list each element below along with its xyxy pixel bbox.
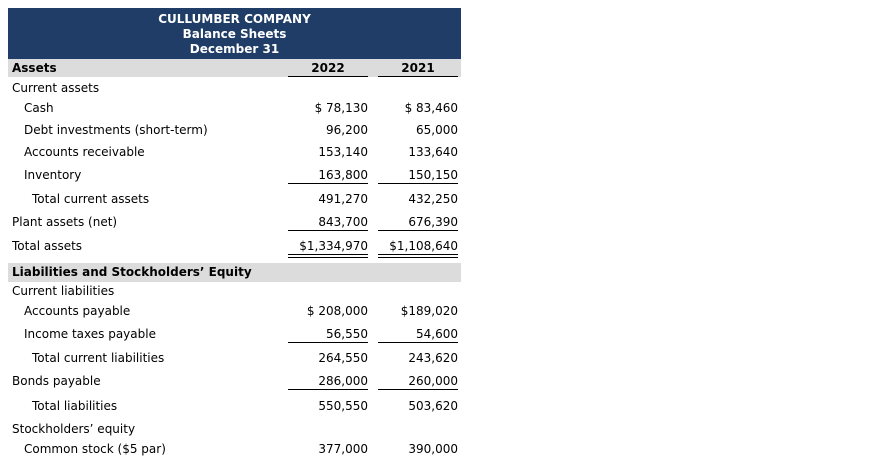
value-2022: 163,800 [318, 168, 368, 182]
row-label: Total liabilities [32, 399, 118, 413]
total-double-rule [288, 254, 368, 258]
value-2022: $ 208,000 [306, 304, 368, 318]
current-assets-heading: Current assets [12, 81, 100, 95]
liabilities-heading-row: Liabilities and Stockholders’ Equity [8, 263, 461, 282]
statement-date: December 31 [189, 42, 280, 56]
table-row: Accounts receivable 153,140 133,640 [8, 143, 461, 161]
assets-heading: Assets [12, 61, 57, 75]
row-label: Total current liabilities [32, 351, 165, 365]
column-year-2021: 2021 [401, 61, 435, 75]
value-2021: 390,000 [408, 442, 458, 456]
column-year-2022: 2022 [311, 61, 345, 75]
liabilities-heading: Liabilities and Stockholders’ Equity [12, 265, 252, 279]
value-2022: $1,334,970 [299, 239, 368, 253]
table-row: Debt investments (short-term) 96,200 65,… [8, 121, 461, 139]
value-2021: $ 83,460 [404, 101, 458, 115]
company-name: CULLUMBER COMPANY [158, 12, 311, 26]
value-2021: 243,620 [408, 351, 458, 365]
value-2022: 491,270 [318, 192, 368, 206]
value-2021: 260,000 [408, 374, 458, 388]
subtotal-rule [378, 183, 458, 184]
current-assets-heading-row: Current assets [8, 79, 461, 97]
value-2021: $189,020 [400, 304, 458, 318]
equity-heading-row: Stockholders’ equity [8, 420, 461, 438]
row-label: Accounts payable [24, 304, 131, 318]
row-label: Accounts receivable [24, 145, 145, 159]
value-2022: 56,550 [326, 327, 368, 341]
row-label: Debt investments (short-term) [24, 123, 208, 137]
value-2022: 550,550 [318, 399, 368, 413]
table-row: Total current liabilities 264,550 243,62… [8, 349, 461, 367]
subtotal-rule [378, 389, 458, 390]
equity-heading: Stockholders’ equity [12, 422, 136, 436]
subtotal-rule [288, 183, 368, 184]
table-header: CULLUMBER COMPANY Balance Sheets Decembe… [8, 8, 461, 59]
value-2021: 133,640 [408, 145, 458, 159]
subtotal-rule [288, 342, 368, 343]
value-2022: 843,700 [318, 215, 368, 229]
row-label: Common stock ($5 par) [24, 442, 166, 456]
assets-heading-row: Assets 2022 2021 [8, 59, 461, 77]
row-label: Total current assets [32, 192, 150, 206]
value-2021: 150,150 [408, 168, 458, 182]
table-row: Total current assets 491,270 432,250 [8, 190, 461, 208]
row-label: Total assets [12, 239, 83, 253]
value-2022: 286,000 [318, 374, 368, 388]
row-label: Income taxes payable [24, 327, 156, 341]
subtotal-rule [288, 389, 368, 390]
table-row: Plant assets (net) 843,700 676,390 [8, 213, 461, 231]
current-liabilities-heading: Current liabilities [12, 284, 115, 298]
table-row: Inventory 163,800 150,150 [8, 166, 461, 184]
statement-title: Balance Sheets [182, 27, 287, 41]
value-2022: 377,000 [318, 442, 368, 456]
value-2021: $1,108,640 [389, 239, 458, 253]
value-2022: 96,200 [326, 123, 368, 137]
table-row: Income taxes payable 56,550 54,600 [8, 325, 461, 343]
subtotal-rule [378, 342, 458, 343]
table-row: Total assets $1,334,970 $1,108,640 [8, 237, 461, 255]
column-2022-header-rule [288, 76, 368, 77]
value-2021: 65,000 [416, 123, 458, 137]
subtotal-rule [378, 230, 458, 231]
table-row: Total liabilities 550,550 503,620 [8, 397, 461, 415]
row-label: Bonds payable [12, 374, 101, 388]
row-label: Inventory [24, 168, 82, 182]
current-liabilities-heading-row: Current liabilities [8, 282, 461, 300]
subtotal-rule [288, 230, 368, 231]
table-row: Accounts payable $ 208,000 $189,020 [8, 302, 461, 320]
table-row: Bonds payable 286,000 260,000 [8, 372, 461, 390]
value-2021: 503,620 [408, 399, 458, 413]
column-2021-header-rule [378, 76, 458, 77]
table-row: Common stock ($5 par) 377,000 390,000 [8, 440, 461, 458]
value-2022: 153,140 [318, 145, 368, 159]
value-2021: 676,390 [408, 215, 458, 229]
value-2021: 54,600 [416, 327, 458, 341]
row-label: Plant assets (net) [12, 215, 118, 229]
value-2022: $ 78,130 [314, 101, 368, 115]
total-double-rule [378, 254, 458, 258]
value-2021: 432,250 [408, 192, 458, 206]
table-row: Cash $ 78,130 $ 83,460 [8, 99, 461, 117]
row-label: Cash [24, 101, 54, 115]
value-2022: 264,550 [318, 351, 368, 365]
